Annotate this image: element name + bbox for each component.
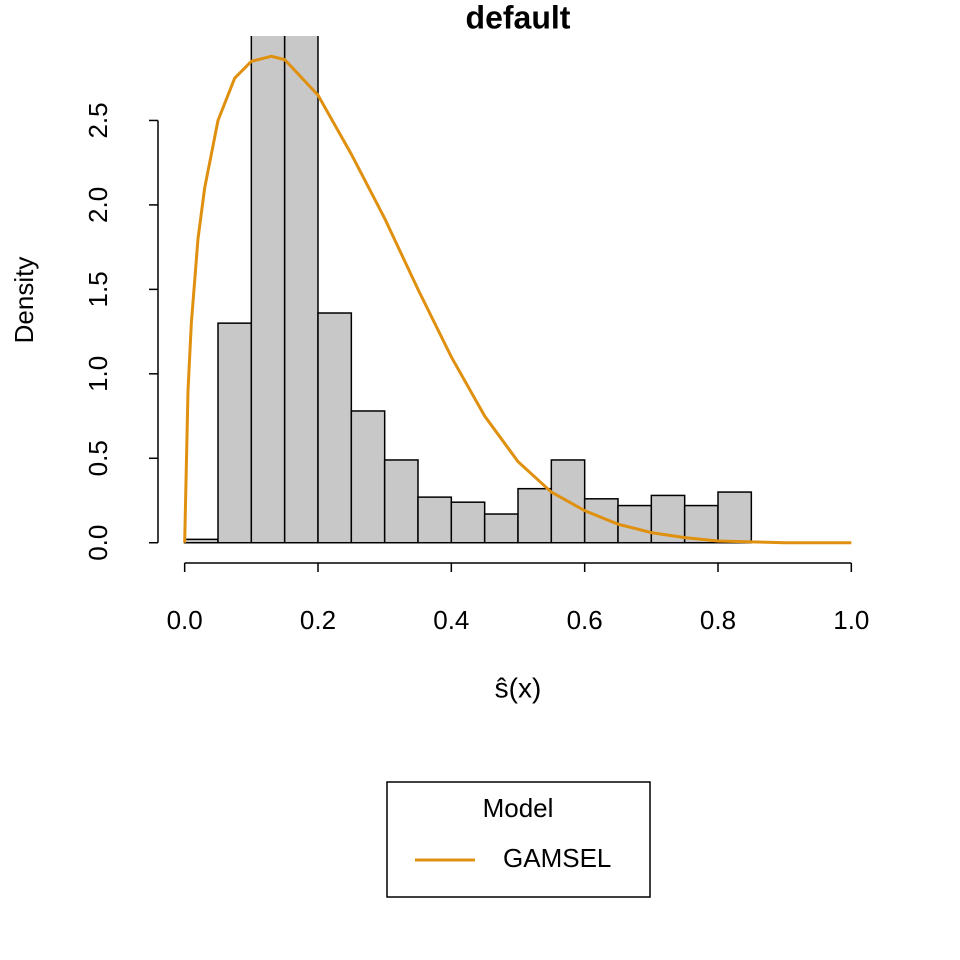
y-tick-label: 1.0 (83, 356, 113, 392)
y-axis-label: Density (9, 257, 39, 344)
bar (217, 322, 253, 544)
y-tick-label: 0.5 (83, 440, 113, 476)
y-tick-label: 2.0 (83, 187, 113, 223)
x-axis-label: ŝ(x) (495, 672, 542, 703)
bar (283, 36, 319, 544)
density-line (183, 54, 852, 545)
bar (317, 312, 353, 544)
bar (183, 538, 219, 544)
y-tick-label: 0.0 (83, 525, 113, 561)
plot-area (183, 36, 852, 545)
legend-label: GAMSEL (503, 843, 611, 873)
bar (417, 496, 453, 544)
x-tick-label: 0.6 (567, 605, 603, 635)
chart-title: default (466, 0, 571, 35)
y-tick-label: 2.5 (83, 102, 113, 138)
bar (250, 36, 286, 544)
bar (683, 504, 719, 544)
bar (517, 487, 553, 544)
bar (717, 491, 753, 544)
bar (383, 459, 419, 544)
y-tick-label: 1.5 (83, 271, 113, 307)
bar (483, 513, 519, 544)
legend-title: Model (483, 793, 554, 823)
x-tick-label: 0.2 (300, 605, 336, 635)
x-tick-label: 1.0 (833, 605, 869, 635)
bar (450, 501, 486, 544)
legend-box (386, 781, 651, 898)
x-tick-label: 0.8 (700, 605, 736, 635)
bar (350, 410, 386, 544)
x-tick-label: 0.4 (433, 605, 469, 635)
x-tick-label: 0.0 (167, 605, 203, 635)
